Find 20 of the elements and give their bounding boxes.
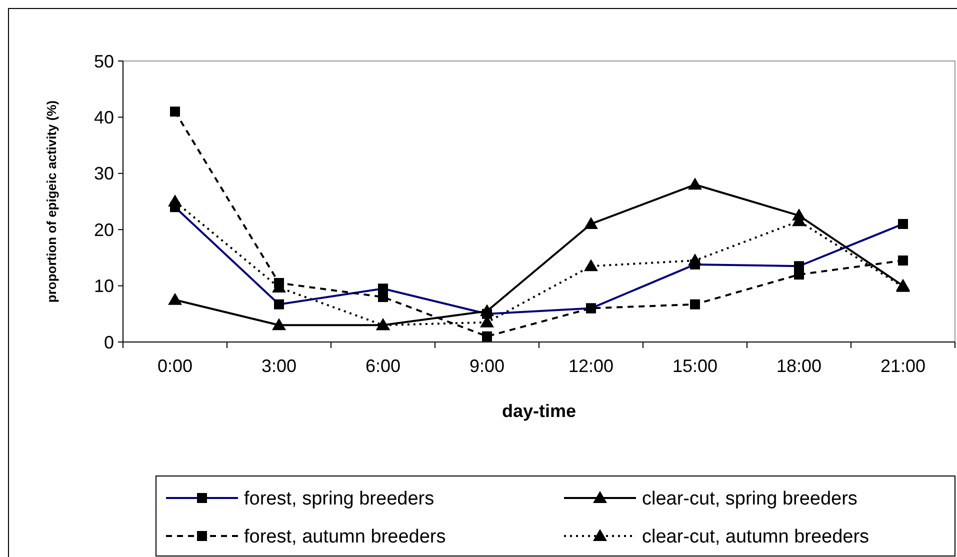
x-axis-title: day-time — [502, 401, 576, 421]
y-tick-label: 0 — [104, 332, 114, 352]
y-tick-label: 50 — [94, 51, 114, 72]
y-tick-label: 30 — [94, 164, 114, 184]
x-tick-label: 18:00 — [776, 356, 822, 376]
x-tick-label: 21:00 — [880, 356, 926, 376]
y-tick-label: 10 — [94, 276, 114, 296]
x-tick-label: 3:00 — [261, 356, 297, 376]
legend-label: clear-cut, spring breeders — [642, 488, 858, 510]
legend-label: forest, spring breeders — [244, 488, 434, 510]
y-tick-label: 40 — [94, 108, 114, 128]
legend-label: forest, autumn breeders — [244, 526, 446, 548]
x-tick-label: 15:00 — [672, 356, 718, 376]
x-tick-label: 9:00 — [469, 356, 505, 376]
x-tick-label: 6:00 — [365, 356, 401, 376]
x-tick-label: 12:00 — [568, 356, 614, 376]
y-axis-title: proportion of epigeic activity (%) — [44, 100, 59, 303]
y-tick-label: 20 — [94, 220, 114, 240]
x-tick-label: 0:00 — [157, 356, 193, 376]
legend-label: clear-cut, autumn breeders — [642, 526, 870, 548]
